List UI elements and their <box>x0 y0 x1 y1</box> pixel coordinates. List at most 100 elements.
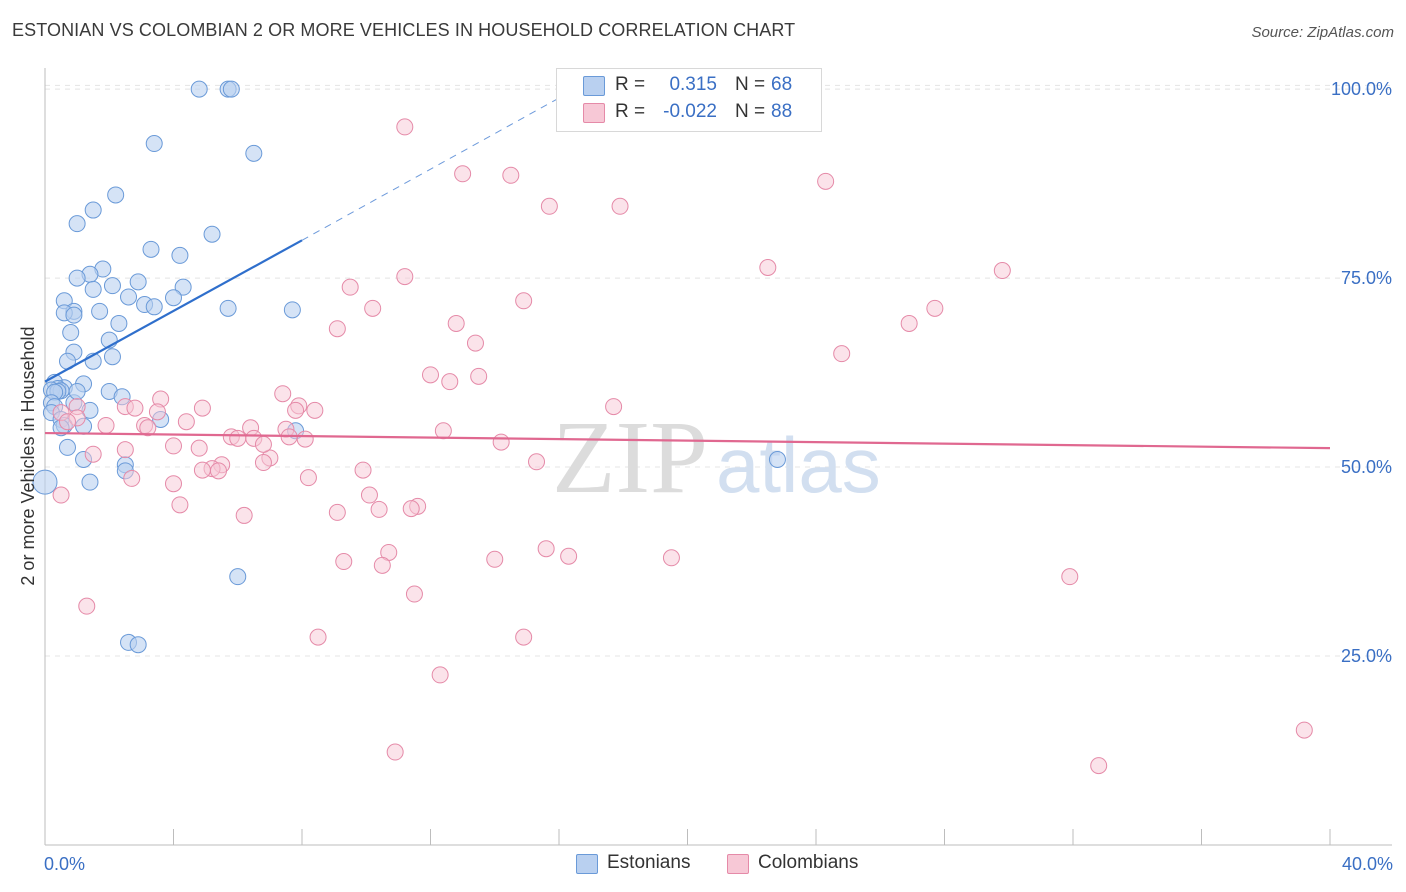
colombians-point <box>209 462 227 480</box>
colombians-point <box>502 166 520 184</box>
colombians-point <box>229 429 247 447</box>
estonians-trend-line <box>44 239 303 383</box>
colombians-point <box>396 268 414 286</box>
estonians-point <box>84 280 102 298</box>
estonians-point <box>103 348 121 366</box>
colombians-point <box>306 401 324 419</box>
estonians-point <box>107 186 125 204</box>
estonians-point <box>171 246 189 264</box>
colombians-point <box>364 299 382 317</box>
colombians-point <box>402 500 420 518</box>
colombians-point <box>447 314 465 332</box>
estonians-point <box>145 135 163 153</box>
r-label: R = <box>615 74 646 95</box>
colombians-point <box>171 496 189 514</box>
colombians-point <box>1090 757 1108 775</box>
colombians-point <box>52 486 70 504</box>
colombians-point <box>817 172 835 190</box>
colombians-point <box>354 461 372 479</box>
colombians-point <box>165 475 182 493</box>
estonians-point <box>768 451 786 468</box>
correlation-legend: R = 0.315 N = 68 R = -0.022 N = 88 <box>556 68 822 132</box>
estonians-point <box>229 568 247 586</box>
r-label: R = <box>615 101 646 122</box>
y-tick-label: 50.0% <box>1341 457 1392 477</box>
colombians-point <box>254 454 272 472</box>
estonians-point <box>62 324 80 342</box>
colombians-point <box>396 118 414 136</box>
colombians-point <box>537 540 555 558</box>
estonians-point <box>219 299 237 317</box>
colombians-point <box>1061 568 1079 586</box>
colombians-point <box>759 259 777 277</box>
estonians-point <box>245 144 263 162</box>
estonians-point <box>68 215 86 233</box>
estonians-legend-label[interactable]: Estonians <box>607 852 691 873</box>
colombians-point <box>441 373 459 391</box>
colombians-point <box>254 435 272 453</box>
colombians-point <box>116 441 134 459</box>
tick-labels: 25.0% 50.0% 75.0% 100.0% 0.0% 40.0% <box>44 79 1393 874</box>
estonians-points <box>32 80 786 654</box>
colombians-point <box>148 403 166 421</box>
colombians-point <box>165 437 182 455</box>
x-tick-label: 40.0% <box>1342 854 1393 874</box>
colombians-swatch <box>583 103 605 123</box>
y-axis-title: 2 or more Vehicles in Household <box>18 326 38 585</box>
colombians-point <box>177 413 195 431</box>
colombians-point <box>360 486 378 504</box>
watermark: ZIP atlas <box>552 400 881 515</box>
colombians-point <box>662 549 680 567</box>
colombians-point <box>309 628 327 646</box>
estonians-point <box>120 288 138 306</box>
estonians-point <box>145 298 163 316</box>
n-value: 88 <box>771 101 793 122</box>
source-label: Source: ZipAtlas.com <box>1251 24 1394 41</box>
colombians-point <box>605 398 623 416</box>
colombians-point <box>126 399 144 417</box>
colombians-points <box>52 118 1313 775</box>
estonians-point <box>165 289 182 307</box>
colombians-point <box>193 399 211 417</box>
colombians-point <box>466 334 484 352</box>
estonians-point <box>65 306 83 324</box>
colombians-point <box>540 197 558 215</box>
colombians-point <box>328 320 346 338</box>
colombians-point <box>341 278 359 296</box>
y-tick-label: 100.0% <box>1331 79 1392 99</box>
watermark-zip: ZIP <box>552 400 708 515</box>
colombians-point <box>492 433 510 451</box>
estonians-point <box>190 80 208 98</box>
estonians-point <box>129 273 147 291</box>
n-value: 68 <box>771 74 793 95</box>
colombians-point <box>926 299 944 317</box>
estonians-point <box>174 278 192 296</box>
colombians-legend-label[interactable]: Colombians <box>758 852 859 873</box>
colombians-point <box>373 556 391 574</box>
colombians-point <box>78 597 96 615</box>
axes <box>44 68 1392 846</box>
y-tick-label: 75.0% <box>1341 268 1392 288</box>
colombians-point <box>528 453 546 471</box>
colombians-point <box>470 367 488 385</box>
colombians-point <box>993 262 1011 280</box>
chart-title: ESTONIAN VS COLOMBIAN 2 OR MORE VEHICLES… <box>12 20 796 40</box>
estonians-point <box>32 469 58 495</box>
estonians-point <box>222 80 240 98</box>
colombians-point <box>833 345 851 363</box>
colombians-point <box>454 165 472 183</box>
x-tick-label: 0.0% <box>44 854 85 874</box>
colombians-point <box>560 547 578 565</box>
colombians-legend-swatch[interactable] <box>727 854 749 874</box>
colombians-point <box>515 628 533 646</box>
n-label: N = <box>735 101 766 122</box>
estonians-point <box>203 225 221 243</box>
colombians-point <box>97 416 115 434</box>
r-value: 0.315 <box>669 74 717 95</box>
colombians-point <box>58 413 76 431</box>
colombians-point <box>335 553 353 571</box>
colombians-point <box>235 506 253 524</box>
estonians-legend-swatch[interactable] <box>576 854 598 874</box>
colombians-point <box>515 292 533 310</box>
